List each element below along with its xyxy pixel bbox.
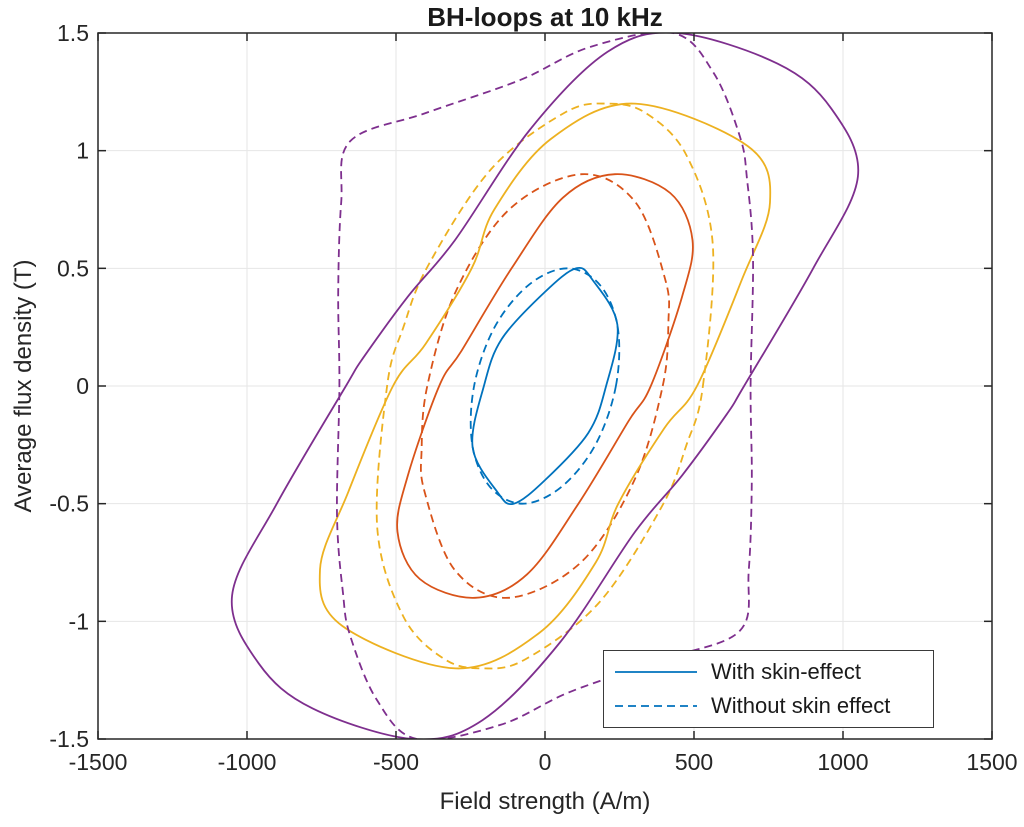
y-tick-label: -1.5 <box>49 726 89 752</box>
solid-line-sample-icon <box>615 670 697 673</box>
bh-loop-1.2-t-with-skin-effect <box>318 102 772 670</box>
legend-label: Without skin effect <box>711 693 891 719</box>
x-tick-label: 0 <box>539 749 552 775</box>
x-tick-label: -500 <box>373 749 419 775</box>
bh-loop-1.5-t-without-skin-effect <box>336 33 754 739</box>
x-tick-label: 1000 <box>817 749 868 775</box>
y-tick-label: 0.5 <box>57 255 89 281</box>
bh-loop-0.5-t-without-skin-effect <box>469 267 621 505</box>
y-tick-label: -1 <box>69 608 89 634</box>
x-axis-label: Field strength (A/m) <box>439 788 651 815</box>
legend[interactable]: With skin-effect Without skin effect <box>603 650 934 728</box>
legend-label: With skin-effect <box>711 658 861 684</box>
bh-loop-0.9-t-without-skin-effect <box>419 173 671 599</box>
dashed-line-sample-icon <box>615 705 697 708</box>
legend-item-with-skin-effect: With skin-effect <box>610 656 925 688</box>
y-axis-label: Average flux density (T) <box>10 259 37 513</box>
y-tick-label: 1.5 <box>57 20 89 46</box>
x-tick-label: -1000 <box>218 749 277 775</box>
page-title: BH-loops at 10 kHz <box>427 2 663 32</box>
y-tick-label: 0 <box>76 373 89 399</box>
y-tick-label: -0.5 <box>49 491 89 517</box>
x-tick-label: 1500 <box>966 749 1017 775</box>
legend-item-without-skin-effect: Without skin effect <box>610 690 925 722</box>
bh-loop-0.5-t-with-skin-effect <box>471 266 619 506</box>
x-tick-label: 500 <box>675 749 713 775</box>
bh-loop-1.2-t-without-skin-effect <box>375 102 715 670</box>
bh-loop-0.9-t-with-skin-effect <box>396 173 694 599</box>
y-tick-label: 1 <box>76 138 89 164</box>
x-tick-label: -1500 <box>69 749 128 775</box>
bh-loop-1.5-t-with-skin-effect <box>230 33 860 739</box>
